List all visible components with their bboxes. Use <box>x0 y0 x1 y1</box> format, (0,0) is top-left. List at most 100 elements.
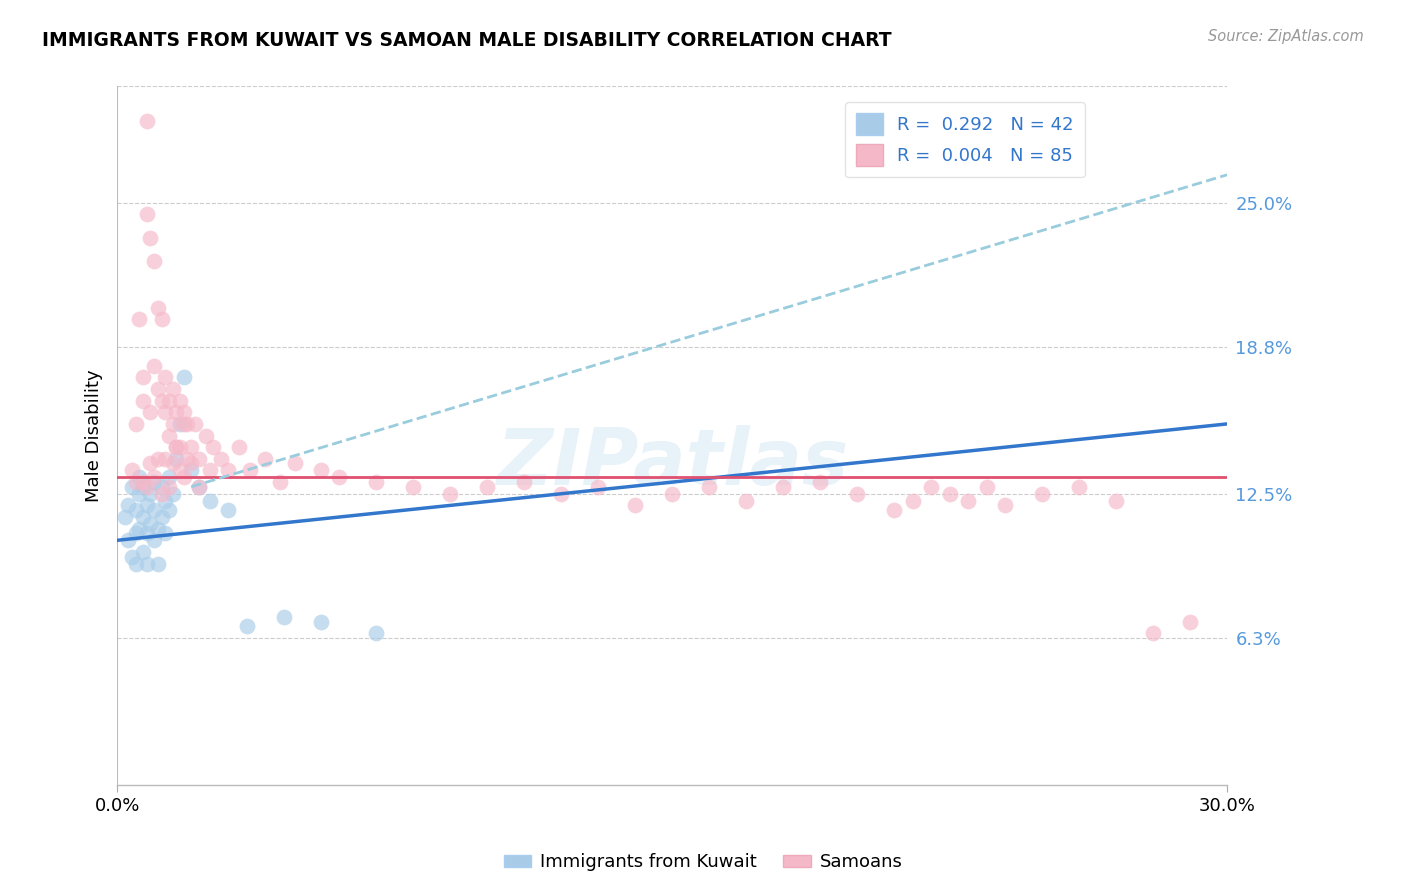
Point <box>117 499 139 513</box>
Point <box>150 480 173 494</box>
Point <box>139 457 162 471</box>
Point <box>187 451 209 466</box>
Point <box>162 417 184 431</box>
Point <box>209 451 232 466</box>
Point <box>165 405 187 419</box>
Point <box>328 470 350 484</box>
Point <box>128 470 150 484</box>
Point <box>135 207 157 221</box>
Point <box>513 475 536 489</box>
Point <box>157 428 180 442</box>
Point <box>143 254 166 268</box>
Point <box>239 463 262 477</box>
Point <box>402 480 425 494</box>
Point <box>143 475 166 489</box>
Point <box>661 487 683 501</box>
Point <box>217 463 239 477</box>
Point <box>132 370 155 384</box>
Point <box>475 480 498 494</box>
Point <box>180 463 202 477</box>
Point <box>309 615 332 629</box>
Point <box>198 493 221 508</box>
Point <box>901 493 924 508</box>
Point <box>624 499 647 513</box>
Point <box>194 428 217 442</box>
Point <box>146 451 169 466</box>
Point <box>162 457 184 471</box>
Point <box>1178 615 1201 629</box>
Point <box>173 370 195 384</box>
Point <box>284 457 307 471</box>
Point <box>121 463 143 477</box>
Point <box>155 451 177 466</box>
Legend: Immigrants from Kuwait, Samoans: Immigrants from Kuwait, Samoans <box>496 847 910 879</box>
Point <box>146 382 169 396</box>
Point <box>176 451 198 466</box>
Point <box>143 470 166 484</box>
Point <box>157 503 180 517</box>
Point <box>846 487 869 501</box>
Point <box>155 526 177 541</box>
Point <box>273 610 295 624</box>
Point <box>121 480 143 494</box>
Point <box>157 480 180 494</box>
Point <box>976 480 998 494</box>
Point <box>155 493 177 508</box>
Point <box>1142 626 1164 640</box>
Point <box>169 440 191 454</box>
Point <box>550 487 572 501</box>
Point <box>146 557 169 571</box>
Point <box>235 619 257 633</box>
Point <box>150 393 173 408</box>
Point <box>135 557 157 571</box>
Point <box>162 382 184 396</box>
Point <box>202 440 225 454</box>
Point <box>366 475 388 489</box>
Point <box>184 417 207 431</box>
Legend: R =  0.292   N = 42, R =  0.004   N = 85: R = 0.292 N = 42, R = 0.004 N = 85 <box>845 103 1085 178</box>
Point <box>155 370 177 384</box>
Point <box>697 480 720 494</box>
Point <box>150 487 173 501</box>
Point <box>157 393 180 408</box>
Point <box>883 503 905 517</box>
Point <box>128 522 150 536</box>
Point <box>139 487 162 501</box>
Point <box>1031 487 1053 501</box>
Y-axis label: Male Disability: Male Disability <box>86 369 103 502</box>
Point <box>125 557 148 571</box>
Point <box>162 487 184 501</box>
Point <box>772 480 794 494</box>
Point <box>586 480 609 494</box>
Point <box>139 230 162 244</box>
Point <box>920 480 942 494</box>
Point <box>157 470 180 484</box>
Point <box>117 533 139 548</box>
Point <box>169 393 191 408</box>
Point <box>135 499 157 513</box>
Point <box>735 493 758 508</box>
Point <box>169 463 191 477</box>
Point <box>132 510 155 524</box>
Point <box>155 405 177 419</box>
Point <box>957 493 980 508</box>
Point <box>173 405 195 419</box>
Point <box>114 510 136 524</box>
Point <box>143 503 166 517</box>
Point <box>217 503 239 517</box>
Point <box>165 440 187 454</box>
Point <box>994 499 1017 513</box>
Point <box>169 417 191 431</box>
Point <box>139 516 162 531</box>
Point <box>125 503 148 517</box>
Point <box>135 526 157 541</box>
Point <box>173 417 195 431</box>
Point <box>187 480 209 494</box>
Point <box>125 475 148 489</box>
Point <box>143 533 166 548</box>
Point <box>146 522 169 536</box>
Point <box>150 510 173 524</box>
Point <box>125 417 148 431</box>
Point <box>132 545 155 559</box>
Point <box>439 487 461 501</box>
